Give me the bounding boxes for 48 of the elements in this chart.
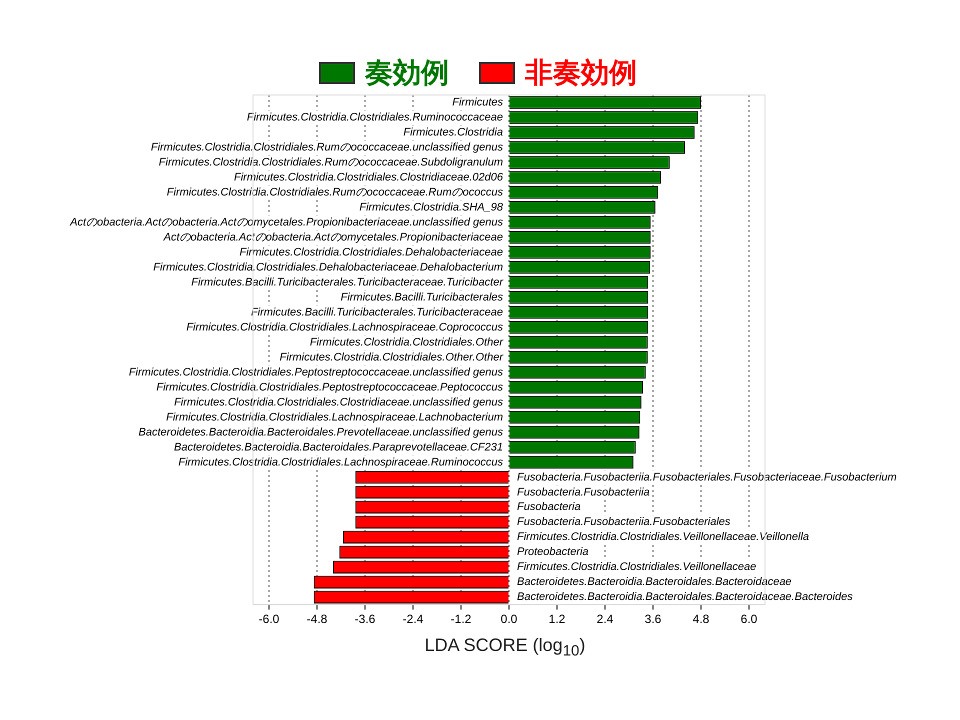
y-tick-label: Fusobacteria.Fusobacteriia.Fusobacteriales: [517, 516, 731, 528]
y-tick-label: Fusobacteria: [517, 501, 581, 514]
y-tick-label: Firmicutes: [452, 96, 504, 109]
y-tick-label: Firmicutes.Bacilli.Turicibacterales.Turicibacteraceae.Turicibacter: [191, 276, 504, 288]
y-tick-label: Firmicutes.Clostridia: [403, 126, 503, 139]
y-tick-label: Proteobacteria: [517, 546, 589, 558]
y-tick-label: Firmicutes.Clostridia.Clostridiales.Dehalobacteriaceae: [240, 246, 503, 258]
y-tick-label: Firmicutes.Clostridia.Clostridiales.Veillonellaceae.Veillonella: [517, 531, 810, 544]
x-tick-label: -6.0: [258, 612, 280, 626]
y-tick-label: Firmicutes.Clostridia.SHA_98: [359, 201, 504, 214]
legend-label: 奏効例: [365, 55, 449, 91]
y-tick-label: Actのobacteria.Actのobacteria.Actのomycetales.Propionibacteriaceae.unclassified genus: [69, 216, 504, 228]
x-tick-label: 4.8: [692, 612, 710, 626]
x-tick-label: -4.8: [306, 612, 328, 626]
y-tick-label: Firmicutes.Clostridia.Clostridiales.Other: [310, 336, 504, 348]
y-tick-label: Bacteroidetes.Bacteroidia.Bacteroidales.Paraprevotellaceae.CF231: [174, 441, 503, 454]
y-tick-label: Actのobacteria.Actのobacteria.Actのomycetales.Propionibacteriaceae: [162, 231, 503, 244]
y-tick-label: Firmicutes.Clostridia.Clostridiales.Dehalobacteriaceae.Dehalobacterium: [153, 261, 503, 274]
x-tick-label: 0.0: [500, 612, 518, 626]
x-tick-label: 3.6: [644, 612, 662, 626]
y-tick-label: Firmicutes.Clostridia.Clostridiales.Ruminococcaceae: [246, 112, 503, 124]
y-tick-label: Firmicutes.Clostridia.Clostridiales.Peptostreptococcaceae.Peptococcus: [156, 381, 504, 394]
x-tick-label: 1.2: [548, 612, 566, 626]
y-tick-label: Bacteroidetes.Bacteroidia.Bacteroidales.Bacteroidaceae: [517, 576, 792, 588]
x-tick-label: 6.0: [740, 612, 758, 626]
y-tick-label: Firmicutes.Clostridia.Clostridiales.Lachnospiraceae.Ruminococcus: [178, 456, 504, 468]
y-tick-label: Fusobacteria.Fusobacteriia.Fusobacteriales.Fusobacteriaceae.Fusobacterium: [517, 471, 897, 484]
y-tick-label: Bacteroidetes.Bacteroidia.Bacteroidales.Bacteroidaceae.Bacteroides: [517, 591, 854, 604]
y-tick-label: Firmicutes.Bacilli.Turicibacterales: [340, 291, 504, 304]
x-tick-label: -3.6: [354, 612, 376, 626]
x-axis-title: LDA SCORE (log$_{10}$): [424, 635, 586, 660]
y-tick-label: Firmicutes.Clostridia.Clostridiales.Clostridiaceae.02d06: [234, 172, 504, 184]
y-tick-label: Firmicutes.Bacilli.Turicibacterales.Turicibacteraceae: [250, 306, 503, 318]
y-tick-label: Firmicutes.Clostridia.Clostridiales.Peptostreptococcaceae.unclassified genus: [128, 366, 504, 378]
y-tick-label: Firmicutes.Clostridia.Clostridiales.Lachnospiraceae.Coprococcus: [186, 321, 504, 334]
y-tick-label: Firmicutes.Clostridia.Clostridiales.Rumのococcaceae.unclassified genus: [150, 142, 504, 154]
x-tick-label: -2.4: [402, 612, 424, 626]
legend-label: 非奏効例: [525, 55, 637, 91]
x-tick-label: -1.2: [450, 612, 472, 626]
y-tick-label: Firmicutes.Clostridia.Clostridiales.Rumのococcaceae.Rumのococcus: [166, 186, 504, 198]
y-tick-label: Firmicutes.Clostridia.Clostridiales.Other.Other: [280, 351, 504, 364]
y-tick-label: Bacteroidetes.Bacteroidia.Bacteroidales.Prevotellaceae.unclassified genus: [138, 426, 504, 438]
y-tick-label: Firmicutes.Clostridia.Clostridiales.Clostridiaceae.unclassified genus: [174, 396, 504, 408]
x-tick-label: 2.4: [596, 612, 614, 626]
y-tick-label: Firmicutes.Clostridia.Clostridiales.Rumのococcaceae.Subdoligranulum: [158, 156, 503, 169]
y-tick-label: Firmicutes.Clostridia.Clostridiales.Veillonellaceae: [517, 561, 756, 574]
y-tick-label: Firmicutes.Clostridia.Clostridiales.Lachnospiraceae.Lachnobacterium: [166, 411, 503, 424]
y-tick-label: Fusobacteria.Fusobacteriia: [517, 486, 650, 498]
